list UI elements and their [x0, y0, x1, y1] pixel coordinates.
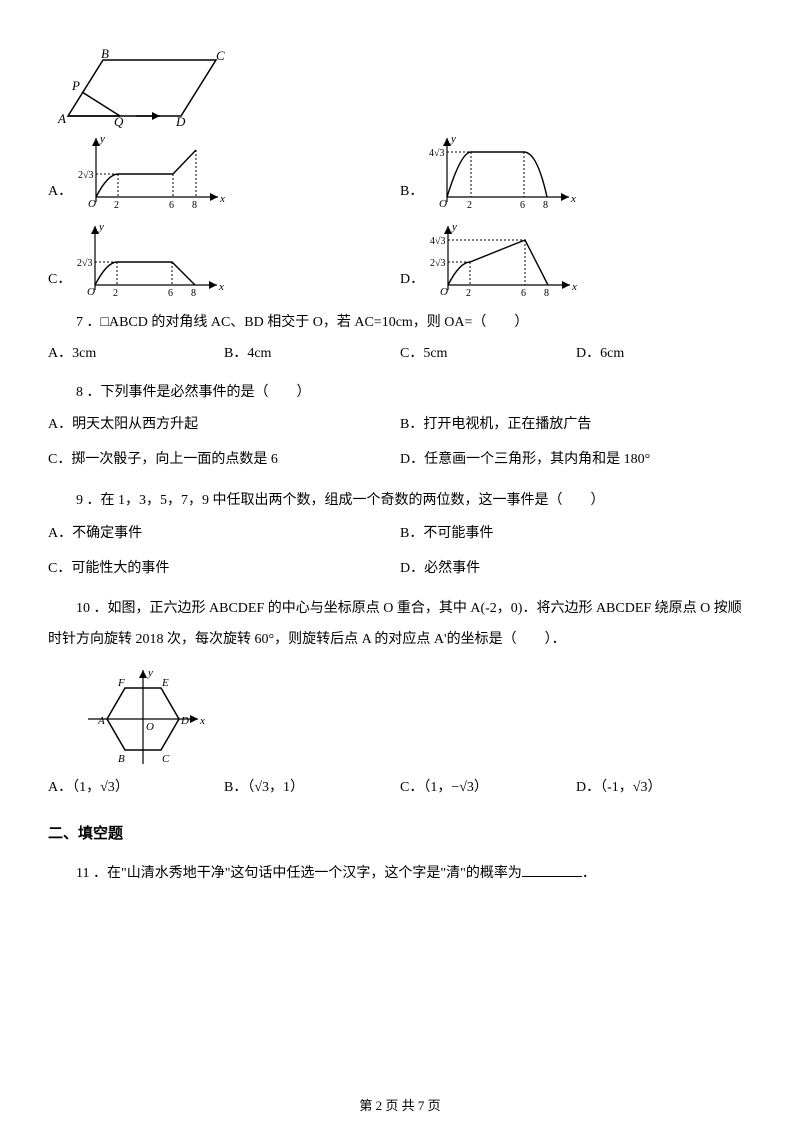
svg-text:O: O	[440, 286, 448, 298]
q7-opt-b: B．4cm	[224, 339, 400, 370]
svg-text:2: 2	[466, 288, 471, 299]
q10-text-2: 时针方向旋转 2018 次，每次旋转 60°，则旋转后点 A 的对应点 A'的坐…	[48, 625, 752, 656]
svg-text:4√3: 4√3	[430, 236, 446, 247]
option-c-label: C．	[48, 265, 71, 296]
svg-text:6: 6	[521, 288, 526, 299]
q8-opt-d: D．任意画一个三角形，其内角和是 180°	[400, 443, 752, 478]
q10-options: A．（1，√3） B．（√3，1） C．（1，−√3） D．（-1，√3）	[48, 773, 752, 804]
svg-text:y: y	[99, 133, 105, 145]
svg-text:2√3: 2√3	[77, 258, 93, 269]
q7-opt-d: D．6cm	[576, 339, 752, 370]
svg-text:x: x	[571, 281, 577, 293]
option-d-label: D．	[400, 265, 424, 296]
svg-text:C: C	[162, 753, 170, 765]
label-a: A	[57, 111, 66, 126]
label-p: P	[71, 78, 80, 93]
graph-row-ab: A． O x y 2 6 8 2√3 B．	[48, 132, 752, 212]
svg-text:2: 2	[113, 288, 118, 299]
svg-text:4√3: 4√3	[429, 148, 445, 159]
svg-text:8: 8	[544, 288, 549, 299]
q7-opt-a: A．3cm	[48, 339, 224, 370]
graph-a: O x y 2 6 8 2√3	[78, 132, 228, 212]
label-c: C	[216, 48, 225, 63]
section-2-title: 二、填空题	[48, 818, 752, 851]
parallelogram-figure: B C A D P Q	[48, 48, 752, 128]
svg-text:O: O	[146, 721, 154, 733]
svg-text:2√3: 2√3	[430, 258, 446, 269]
sqrt3-icon: √3	[459, 780, 474, 795]
graph-b: O x y 2 6 8 4√3	[429, 132, 579, 212]
sqrt3-icon: √3	[100, 780, 115, 795]
svg-text:O: O	[439, 198, 447, 210]
svg-text:2: 2	[114, 200, 119, 211]
svg-text:x: x	[570, 193, 576, 205]
q7-options: A．3cm B．4cm C．5cm D．6cm	[48, 339, 752, 370]
q9-text: 9 ．在 1，3，5，7，9 中任取出两个数，组成一个奇数的两位数，这一事件是（…	[48, 486, 752, 517]
svg-text:y: y	[147, 667, 153, 679]
q10-opt-c: C．（1，−√3）	[400, 773, 576, 804]
hexagon-figure: A B C D E F O x y	[78, 664, 752, 769]
svg-text:x: x	[199, 715, 205, 727]
svg-text:y: y	[451, 221, 457, 233]
fill-blank[interactable]	[522, 863, 582, 877]
q10-text-1: 10 ．如图，正六边形 ABCDEF 的中心与坐标原点 O 重合，其中 A(-2…	[48, 594, 752, 625]
q7-text: 7 ．□ABCD 的对角线 AC、BD 相交于 O，若 AC=10cm，则 OA…	[48, 308, 752, 339]
svg-text:O: O	[87, 286, 95, 298]
svg-text:A: A	[97, 715, 105, 727]
q8-opt-a: A．明天太阳从西方升起	[48, 408, 400, 443]
page-footer: 第 2 页 共 7 页	[0, 1095, 800, 1114]
svg-text:2√3: 2√3	[78, 170, 94, 181]
q7-opt-c: C．5cm	[400, 339, 576, 370]
svg-text:6: 6	[168, 288, 173, 299]
page-content: B C A D P Q A． O x y	[48, 48, 752, 890]
svg-text:8: 8	[543, 200, 548, 211]
q8-opt-b: B．打开电视机，正在播放广告	[400, 408, 752, 443]
svg-text:D: D	[180, 715, 189, 727]
q8-opt-c: C．掷一次骰子，向上一面的点数是 6	[48, 443, 400, 478]
q10-opt-b: B．（√3，1）	[224, 773, 400, 804]
svg-text:O: O	[88, 198, 96, 210]
svg-text:B: B	[118, 753, 125, 765]
q8-options: A．明天太阳从西方升起 B．打开电视机，正在播放广告 C．掷一次骰子，向上一面的…	[48, 408, 752, 478]
q8-text: 8 ．下列事件是必然事件的是（ ）	[48, 378, 752, 409]
svg-text:8: 8	[191, 288, 196, 299]
option-b-label: B．	[400, 177, 423, 208]
graph-c: O x y 2 6 8 2√3	[77, 220, 227, 300]
q9-opt-b: B．不可能事件	[400, 517, 752, 552]
graph-d: O x y 2 6 8 2√3 4√3	[430, 220, 580, 300]
q9-options: A．不确定事件 B．不可能事件 C．可能性大的事件 D．必然事件	[48, 517, 752, 587]
option-a-label: A．	[48, 177, 72, 208]
q9-opt-d: D．必然事件	[400, 552, 752, 587]
q11-text: 11 ．在"山清水秀地干净"这句话中任选一个汉字，这个字是"清"的概率为．	[48, 859, 752, 890]
svg-text:6: 6	[520, 200, 525, 211]
svg-text:6: 6	[169, 200, 174, 211]
svg-text:F: F	[117, 677, 125, 689]
svg-text:E: E	[161, 677, 169, 689]
svg-text:y: y	[98, 221, 104, 233]
svg-text:x: x	[219, 193, 225, 205]
q9-opt-c: C．可能性大的事件	[48, 552, 400, 587]
q9-opt-a: A．不确定事件	[48, 517, 400, 552]
svg-text:x: x	[218, 281, 224, 293]
svg-text:8: 8	[192, 200, 197, 211]
svg-text:y: y	[450, 133, 456, 145]
q10-opt-d: D．（-1，√3）	[576, 773, 752, 804]
label-b: B	[101, 48, 109, 61]
graph-row-cd: C． O x y 2 6 8 2√3 D．	[48, 220, 752, 300]
label-d: D	[175, 114, 186, 128]
sqrt3-icon: √3	[633, 780, 648, 795]
q10-opt-a: A．（1，√3）	[48, 773, 224, 804]
svg-text:2: 2	[467, 200, 472, 211]
label-q: Q	[114, 114, 124, 128]
sqrt3-icon: √3	[254, 780, 269, 795]
